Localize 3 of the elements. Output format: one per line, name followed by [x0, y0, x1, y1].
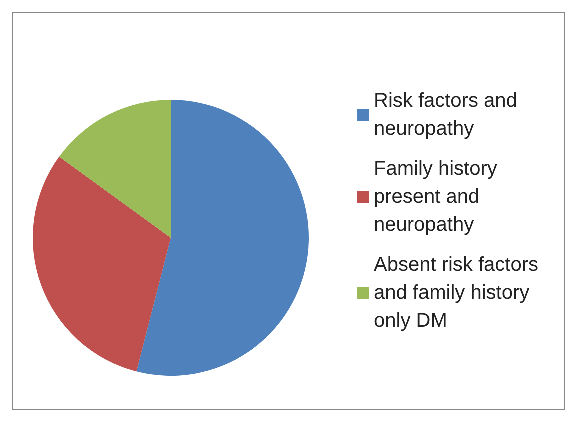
legend-label: Family history present and neuropathy [374, 158, 503, 236]
legend-label: Risk factors and neuropathy [374, 90, 523, 140]
legend-label: Absent risk factors and family history only DM [374, 254, 544, 332]
